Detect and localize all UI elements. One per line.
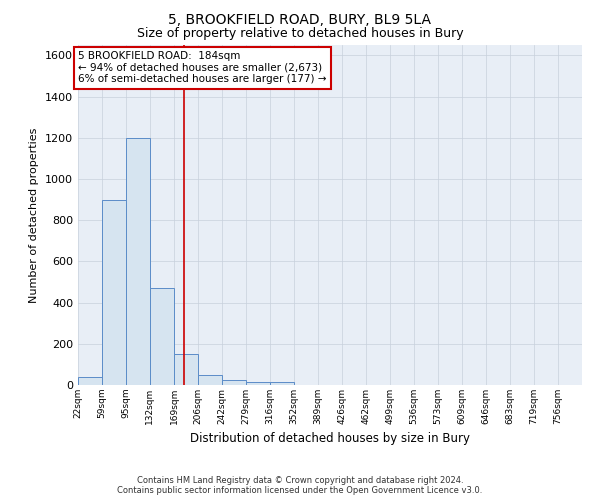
Bar bbox=[222, 380, 246, 385]
Text: Contains HM Land Registry data © Crown copyright and database right 2024.
Contai: Contains HM Land Registry data © Crown c… bbox=[118, 476, 482, 495]
Bar bbox=[102, 200, 127, 385]
Bar bbox=[246, 382, 270, 385]
X-axis label: Distribution of detached houses by size in Bury: Distribution of detached houses by size … bbox=[190, 432, 470, 446]
Y-axis label: Number of detached properties: Number of detached properties bbox=[29, 128, 40, 302]
Text: Size of property relative to detached houses in Bury: Size of property relative to detached ho… bbox=[137, 28, 463, 40]
Bar bbox=[270, 382, 295, 385]
Bar bbox=[174, 354, 198, 385]
Text: 5, BROOKFIELD ROAD, BURY, BL9 5LA: 5, BROOKFIELD ROAD, BURY, BL9 5LA bbox=[169, 12, 431, 26]
Bar bbox=[198, 374, 223, 385]
Bar bbox=[126, 138, 150, 385]
Bar bbox=[150, 288, 174, 385]
Text: 5 BROOKFIELD ROAD:  184sqm
← 94% of detached houses are smaller (2,673)
6% of se: 5 BROOKFIELD ROAD: 184sqm ← 94% of detac… bbox=[78, 51, 326, 84]
Bar bbox=[78, 377, 102, 385]
